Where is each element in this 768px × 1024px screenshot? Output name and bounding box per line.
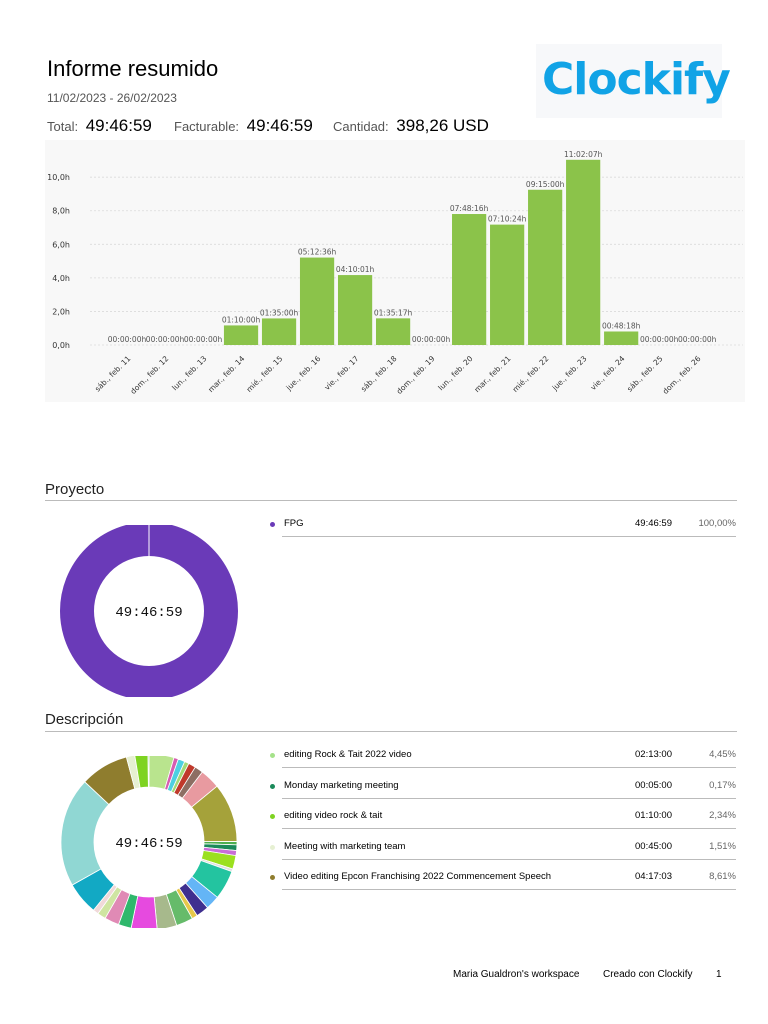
row-divider [282,828,736,830]
legend-color-dot [270,844,275,850]
donut-segment [147,756,150,788]
bar-value-label: 11:02:07h [564,150,603,159]
bar [490,224,525,345]
item-percent: 2,34% [709,810,736,822]
bar [566,159,601,345]
y-tick-label: 6,0h [52,240,70,249]
bar-value-label: 00:00:00h [146,335,185,344]
chart-background [45,140,745,402]
amount-label: Cantidad: [333,119,389,134]
legend-color-dot [270,875,275,881]
row-divider [282,536,736,537]
billable-value: 49:46:59 [246,116,313,135]
bar-value-label: 00:48:18h [602,321,641,330]
description-donut-chart: 49:46:59 [60,756,238,928]
legend-color-dot [270,522,275,527]
row-divider [282,767,736,768]
bar [261,318,297,345]
description-section-title: Descripción [45,711,124,728]
y-tick-label: 8,0h [52,207,70,216]
item-percent: 4,45% [709,749,736,760]
item-duration: 49:46:59 [635,518,672,529]
bar [337,275,373,345]
list-item: editing video rock & tait 01:10:00 2,34% [270,806,736,836]
bar [528,189,563,345]
donut-center-total: 49:46:59 [115,836,182,852]
item-duration: 02:13:00 [635,749,672,760]
item-duration: 00:05:00 [635,779,672,791]
footer-page-number: 1 [716,969,722,980]
bar [299,257,335,345]
description-section-divider [45,731,737,732]
list-item: editing Rock & Tait 2022 video 02:13:00 4,… [270,745,736,775]
footer-created-with: Creado con Clockify [603,969,693,980]
item-duration: 04:17:03 [635,871,672,883]
row-divider [282,858,736,860]
bar-value-label: 00:00:00h [184,335,223,344]
bar [604,331,639,345]
project-section-divider [45,500,737,501]
bar [375,318,411,345]
item-percent: 8,61% [709,871,736,883]
bar-value-label: 00:00:00h [108,335,147,344]
row-divider [282,797,736,799]
item-name: Video editing Epcon Franchising 2022 Com… [284,871,552,883]
bar [452,214,487,345]
bar-value-label: 00:00:00h [412,335,451,344]
legend-color-dot [270,783,275,789]
billable-label: Facturable: [174,119,240,134]
bar-value-label: 07:10:24h [488,215,527,224]
bar-value-label: 09:15:00h [526,180,565,189]
bar [223,325,259,345]
logo-wordmark: Clockify [542,54,731,105]
item-name: editing video rock & tait [284,810,383,822]
project-section-title: Proyecto [45,481,105,498]
bar-value-label: 00:00:00h [678,335,717,344]
item-name: FPG [284,518,304,529]
total-value: 49:46:59 [85,116,152,135]
legend-color-dot [270,814,275,820]
item-percent: 1,51% [709,840,736,852]
item-name: editing Rock & Tait 2022 video [284,749,412,760]
item-duration: 01:10:00 [635,810,672,822]
donut-center-total: 49:46:59 [115,605,182,621]
bar-value-label: 01:35:17h [374,308,413,317]
item-name: Monday marketing meeting [284,779,399,791]
bar-value-label: 07:48:16h [450,204,489,213]
list-item: Video editing Epcon Franchising 2022 Com… [270,867,736,897]
footer-workspace: Maria Gualdron's workspace [453,969,580,980]
legend-color-dot [270,753,275,758]
y-tick-label: 2,0h [52,307,70,316]
billable-summary: Facturable: 49:46:59 [174,116,313,136]
item-percent: 0,17% [709,779,736,791]
list-item: FPG 49:46:59 100,00% [270,514,736,544]
item-name: Meeting with marketing team [284,840,406,852]
list-item: Meeting with marketing team 00:45:00 1,51% [270,837,736,867]
y-tick-label: 10,0h [47,173,70,182]
bar-value-label: 00:00:00h [640,335,679,344]
total-label: Total: [47,119,79,134]
clockify-logo: Clockify [536,44,731,118]
list-item: Monday marketing meeting 00:05:00 0,17% [270,776,736,806]
total-summary: Total: 49:46:59 [47,116,152,136]
daily-hours-bar-chart: 0,0h2,0h4,0h6,0h8,0h10,0h00:00:00hsáb., … [45,140,745,402]
amount-value: 398,26 USD [396,116,489,135]
bar-value-label: 05:12:36h [298,248,337,257]
bar-value-label: 01:35:00h [260,308,299,317]
row-divider [282,889,736,891]
report-title: Informe resumido [47,56,219,81]
bar-value-label: 04:10:01h [336,265,375,274]
y-tick-label: 0,0h [52,341,70,350]
amount-summary: Cantidad: 398,26 USD [333,116,489,136]
y-tick-label: 4,0h [52,274,70,283]
bar-value-label: 01:10:00h [222,315,261,324]
date-range: 11/02/2023 - 26/02/2023 [47,91,177,105]
project-donut-chart: 49:46:59 [60,525,238,697]
item-percent: 100,00% [698,518,736,529]
item-duration: 00:45:00 [635,840,672,852]
